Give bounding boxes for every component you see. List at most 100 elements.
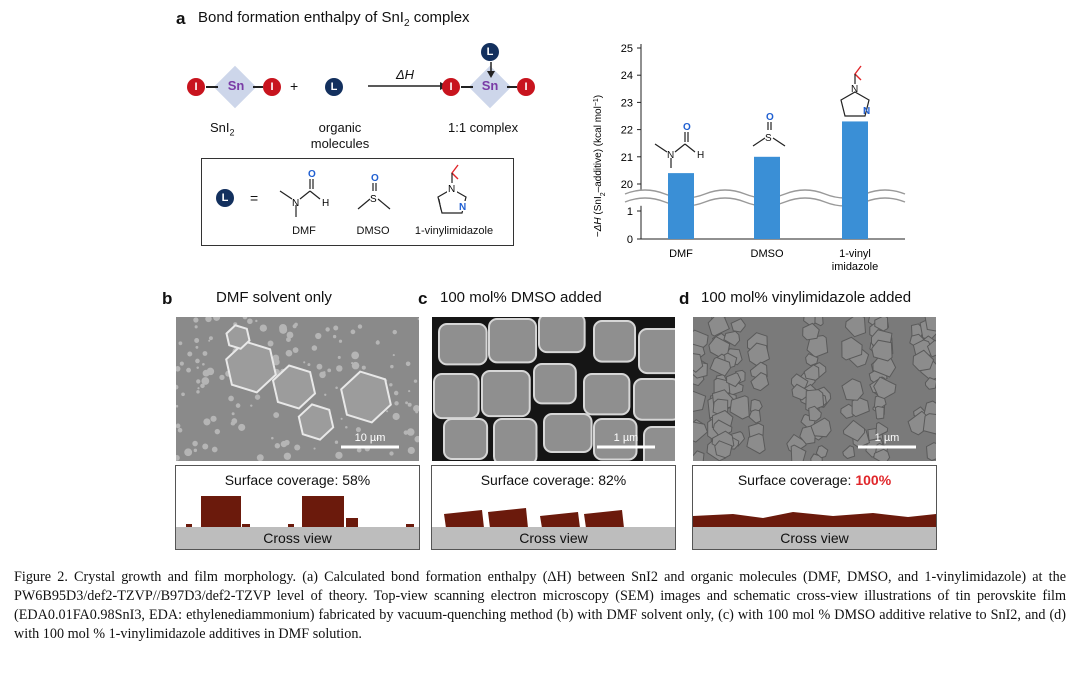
grain xyxy=(285,349,293,357)
figure-caption: Figure 2. Crystal growth and film morpho… xyxy=(14,568,1066,644)
cross-view-label: Cross view xyxy=(432,527,675,549)
ligand-atom: L xyxy=(216,189,234,207)
compact-grain xyxy=(912,349,935,372)
sem-image-c: 1 µm xyxy=(432,317,675,461)
grain xyxy=(195,345,199,349)
tin-atom: Sn xyxy=(227,78,245,93)
compact-grain xyxy=(871,339,893,362)
grain xyxy=(193,317,199,323)
grain xyxy=(316,363,323,370)
sni2-label: SnI2 xyxy=(210,120,235,138)
compact-grain xyxy=(803,364,820,381)
dmf-structure: O N H xyxy=(279,169,329,217)
crystal-block xyxy=(406,524,414,529)
grain xyxy=(340,417,343,420)
nitrogen-label: N xyxy=(667,150,674,161)
grain xyxy=(332,334,337,339)
cubic-grain xyxy=(493,418,538,461)
cross-view-label: Cross view xyxy=(693,527,936,549)
compact-grain xyxy=(875,421,889,437)
grain xyxy=(194,325,198,329)
bar-dmf xyxy=(668,173,694,239)
grain xyxy=(392,412,400,421)
grain xyxy=(405,361,411,367)
grain xyxy=(350,329,356,335)
cubic-grain xyxy=(533,363,577,405)
dmf-icon xyxy=(654,132,696,168)
crystal-block xyxy=(444,510,484,528)
coverage-schematic-b: Surface coverage: 58% Cross view xyxy=(175,465,420,550)
ligand-atom: L xyxy=(481,43,499,61)
compact-grain xyxy=(729,395,750,420)
vinyl-group-icon xyxy=(854,65,862,81)
svg-text:H: H xyxy=(322,198,329,209)
x-category-label: DMSO xyxy=(751,248,784,260)
cubic-grain xyxy=(543,413,593,454)
compact-grain xyxy=(842,445,856,460)
grain xyxy=(337,355,341,359)
grain xyxy=(405,401,409,405)
crystal-block xyxy=(186,524,192,529)
grain xyxy=(219,374,225,381)
grain xyxy=(186,367,191,373)
cubic-grain xyxy=(593,320,637,363)
grain xyxy=(334,440,339,444)
grain xyxy=(176,366,181,372)
grain xyxy=(214,428,221,435)
grain xyxy=(193,448,198,453)
compact-grain xyxy=(693,353,704,373)
compact-grain xyxy=(748,409,762,424)
grain xyxy=(355,427,361,433)
scale-bar-label: 1 µm xyxy=(875,432,900,444)
grain xyxy=(231,418,238,424)
grain xyxy=(176,384,179,390)
grain xyxy=(176,423,181,429)
compact-grain xyxy=(873,448,891,461)
crystal-block xyxy=(288,524,294,529)
grain xyxy=(393,390,399,396)
oxygen-label: O xyxy=(683,122,691,133)
grain xyxy=(176,455,180,461)
coverage-value: 100% xyxy=(855,472,892,488)
panel-c-letter: c xyxy=(418,289,428,308)
enthalpy-bar-chart: −ΔH (SnI2–additive) (kcal mol−1) 20 21 22 2… xyxy=(593,43,906,273)
compact-grain xyxy=(842,419,866,442)
sem-image-b: 10 µm xyxy=(176,317,419,461)
panel-d-title: 100 mol% vinylimidazole added xyxy=(701,289,912,306)
compact-grain xyxy=(851,396,870,418)
grain xyxy=(179,361,184,366)
compact-grain xyxy=(693,450,705,461)
x-category-label: 1-vinyl xyxy=(839,248,871,260)
grain xyxy=(285,337,291,342)
grain xyxy=(211,446,218,453)
grain xyxy=(406,428,415,436)
sulfur-label: S xyxy=(765,133,772,144)
svg-text:O: O xyxy=(371,173,379,184)
svg-text:S: S xyxy=(370,194,377,205)
nitrogen-label: N xyxy=(863,106,870,117)
compact-grain xyxy=(693,390,707,412)
panel-d-letter: d xyxy=(679,289,690,308)
organic-label: organic molecules xyxy=(310,120,370,151)
grain xyxy=(256,454,264,461)
grain xyxy=(259,324,267,332)
grain xyxy=(203,418,211,426)
scale-bar-label: 1 µm xyxy=(614,432,639,444)
compact-grain xyxy=(714,440,733,459)
grain xyxy=(323,371,326,374)
grain xyxy=(394,401,399,406)
crystal-block xyxy=(302,496,344,529)
compact-grain xyxy=(693,329,709,348)
hexagonal-crystal xyxy=(271,364,317,410)
grain xyxy=(254,394,261,400)
grain xyxy=(206,367,215,376)
reaction-arrow xyxy=(368,82,448,90)
y-tick-label: 24 xyxy=(621,70,633,82)
grain xyxy=(351,361,354,365)
compact-grain xyxy=(924,377,936,390)
compact-grain xyxy=(707,317,730,337)
compact-grain xyxy=(746,433,766,455)
bar-1-vinyl-imidazole xyxy=(842,121,868,239)
enthalpy-arrow-label: ΔH xyxy=(395,67,415,82)
grain xyxy=(255,319,258,323)
